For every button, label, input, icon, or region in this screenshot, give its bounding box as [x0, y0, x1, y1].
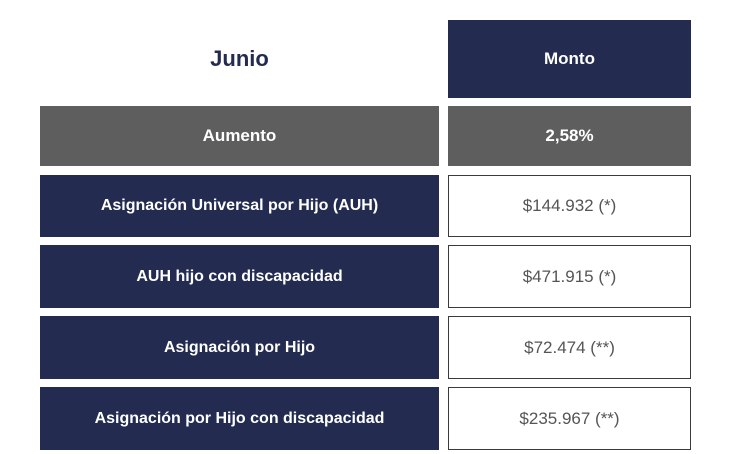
row-label-auh-discapacidad: AUH hijo con discapacidad: [40, 245, 439, 308]
row-value-asignacion-hijo: $72.474 (**): [448, 316, 691, 379]
row-label-asignacion-hijo: Asignación por Hijo: [40, 316, 439, 379]
row-label-auh: Asignación Universal por Hijo (AUH): [40, 175, 439, 237]
increase-label: Aumento: [40, 106, 439, 166]
row-value-asignacion-hijo-discapacidad: $235.967 (**): [448, 387, 691, 450]
row-value-auh: $144.932 (*): [448, 175, 691, 237]
increase-value: 2,58%: [448, 106, 691, 166]
table-title: Junio: [210, 46, 269, 71]
row-value-auh-discapacidad: $471.915 (*): [448, 245, 691, 308]
row-label-asignacion-hijo-discapacidad: Asignación por Hijo con discapacidad: [40, 387, 439, 450]
column-header-monto: Monto: [448, 20, 691, 98]
